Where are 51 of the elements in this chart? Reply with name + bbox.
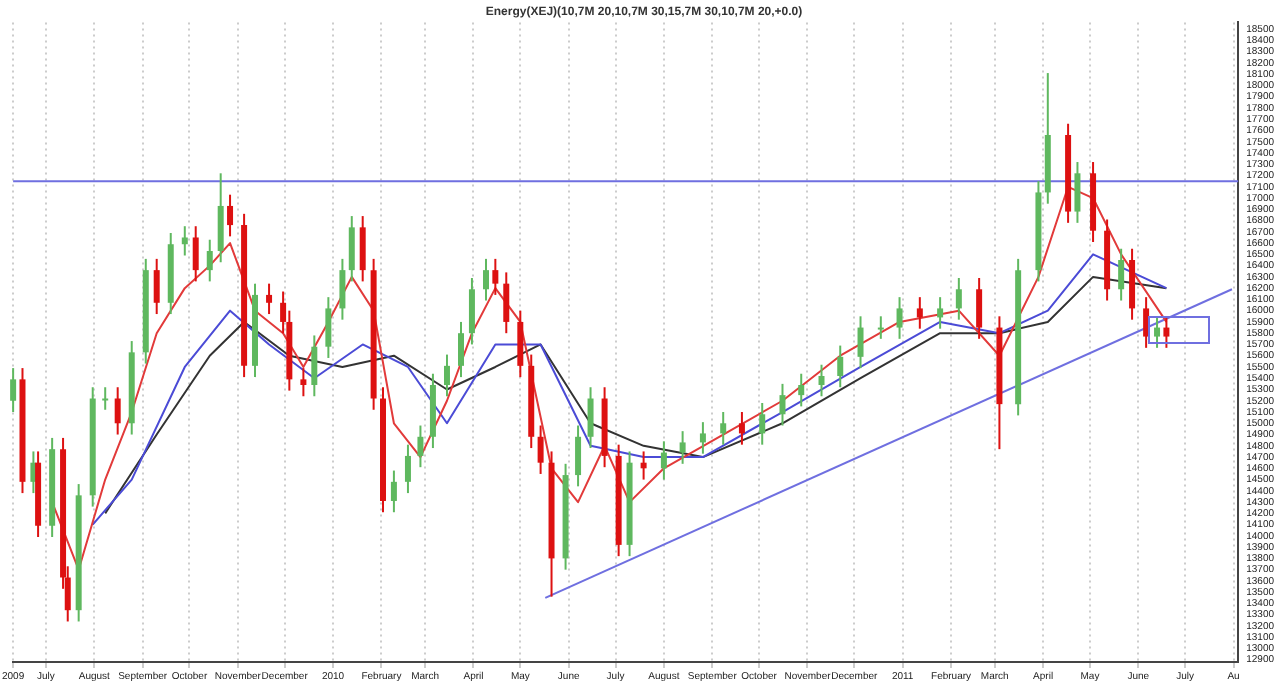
candlestick bbox=[857, 315, 864, 370]
candlestick bbox=[300, 367, 307, 398]
candlestick bbox=[575, 424, 582, 488]
candlestick bbox=[937, 296, 944, 330]
candlestick bbox=[359, 215, 366, 283]
candlestick bbox=[679, 430, 686, 465]
candlestick bbox=[1154, 315, 1161, 349]
candlestick bbox=[325, 296, 332, 359]
candlestick bbox=[458, 320, 465, 379]
candlestick bbox=[311, 334, 318, 398]
candlestick bbox=[492, 257, 499, 296]
candlestick bbox=[468, 277, 475, 346]
candlestick bbox=[10, 367, 17, 414]
candlestick bbox=[798, 372, 805, 408]
candlestick bbox=[390, 469, 397, 514]
candlestick bbox=[517, 309, 524, 379]
candlestick bbox=[1143, 296, 1150, 349]
candlestick bbox=[348, 215, 355, 283]
candlestick bbox=[916, 296, 923, 330]
candlestick bbox=[482, 257, 489, 302]
candlestick bbox=[227, 193, 234, 238]
candlestick bbox=[404, 443, 411, 495]
candlestick bbox=[720, 411, 727, 446]
candlestick bbox=[955, 277, 962, 321]
candlestick bbox=[153, 257, 160, 316]
candlestick bbox=[877, 315, 884, 340]
candlestick bbox=[976, 277, 983, 340]
candlestick bbox=[818, 363, 825, 398]
candlestick bbox=[206, 238, 213, 283]
candlestick bbox=[779, 382, 786, 427]
candlestick bbox=[443, 353, 450, 398]
candlestick bbox=[660, 440, 667, 481]
candlestick bbox=[1118, 247, 1125, 302]
candlestick bbox=[699, 421, 706, 455]
candlestick bbox=[1163, 315, 1170, 349]
candlestick bbox=[417, 424, 424, 469]
candlestick bbox=[114, 386, 121, 436]
candlestick bbox=[266, 282, 273, 316]
candlestick bbox=[503, 271, 510, 335]
candlestick bbox=[759, 402, 766, 446]
candlestick bbox=[102, 386, 109, 411]
candlestick bbox=[181, 225, 188, 257]
candlestick bbox=[537, 424, 544, 475]
candlestick bbox=[1074, 161, 1081, 224]
candlestick bbox=[738, 411, 745, 446]
candlestick bbox=[587, 386, 594, 450]
candlestick bbox=[896, 296, 903, 340]
candlestick bbox=[837, 344, 844, 389]
candlestick bbox=[217, 172, 224, 264]
candlestick bbox=[339, 257, 346, 321]
candlestick bbox=[192, 225, 199, 283]
